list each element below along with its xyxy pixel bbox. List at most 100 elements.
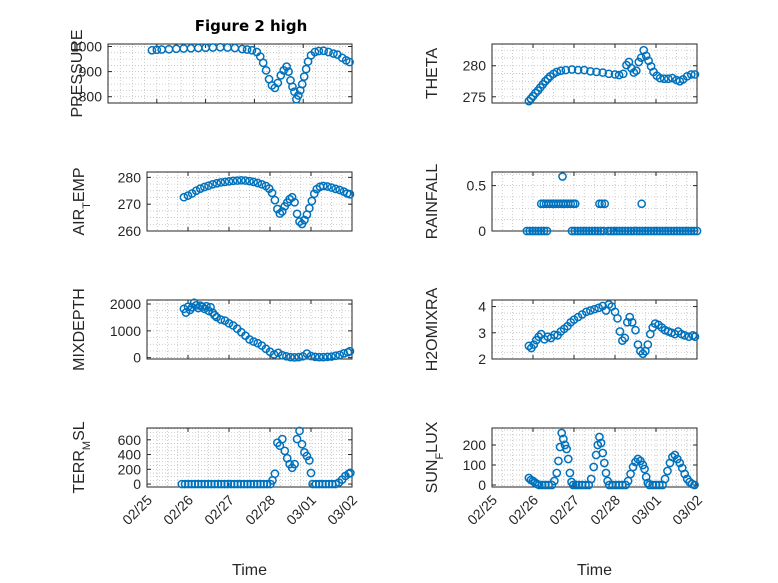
y-axis-label: SUNFLUX xyxy=(424,421,446,493)
data-point xyxy=(534,480,544,490)
data-point xyxy=(525,226,535,236)
data-point xyxy=(270,195,280,205)
data-point xyxy=(249,177,258,187)
data-point xyxy=(634,57,644,67)
data-point xyxy=(654,480,664,490)
axes-theta: 275 280 THETA xyxy=(424,43,700,106)
data-point xyxy=(669,226,679,236)
data-point xyxy=(305,456,314,465)
data-point xyxy=(586,66,595,76)
data-point xyxy=(603,226,613,236)
data-point xyxy=(567,226,577,236)
data-point xyxy=(610,70,620,79)
data-point xyxy=(684,332,694,342)
data-point xyxy=(302,451,312,461)
data-point xyxy=(640,226,650,236)
data-point xyxy=(277,350,287,360)
y-tick-label: 280 xyxy=(118,169,142,185)
y-tick-label: 900 xyxy=(79,64,103,80)
data-point xyxy=(631,66,641,76)
data-point xyxy=(680,469,690,479)
data-point xyxy=(590,226,600,236)
data-point xyxy=(206,302,215,312)
data-point xyxy=(524,341,534,351)
data-point xyxy=(655,226,665,236)
data-point xyxy=(627,317,637,327)
y-tick-label: 0 xyxy=(133,476,141,492)
data-point xyxy=(557,428,567,438)
data-point xyxy=(230,43,240,53)
data-point xyxy=(596,438,606,448)
data-point xyxy=(309,189,319,199)
data-point xyxy=(668,73,677,83)
series-air_temp xyxy=(179,175,355,229)
x-tick-label: 02/26 xyxy=(160,492,196,528)
y-tick-label: 3 xyxy=(478,325,486,341)
data-point xyxy=(686,226,696,236)
data-point xyxy=(615,226,624,236)
y-axis-label: RAINFALL xyxy=(424,164,441,240)
y-axis-label: THETA xyxy=(424,48,441,100)
data-point xyxy=(618,336,627,345)
data-point xyxy=(253,178,263,188)
data-point xyxy=(668,452,677,462)
data-point xyxy=(295,426,304,436)
data-point xyxy=(297,79,307,89)
data-point xyxy=(297,439,307,449)
axes-frame xyxy=(146,299,353,360)
y-tick-label: 0.5 xyxy=(467,178,487,194)
data-point xyxy=(638,460,648,470)
data-point xyxy=(301,64,311,74)
data-point xyxy=(292,209,302,219)
y-tick-label: 0 xyxy=(478,223,486,239)
data-point xyxy=(277,207,287,216)
data-point xyxy=(220,177,230,187)
x-tick-label: 02/25 xyxy=(464,492,500,528)
data-point xyxy=(275,209,285,218)
data-point xyxy=(152,45,162,55)
data-point xyxy=(622,317,632,327)
x-tick-label: 02/25 xyxy=(119,492,155,528)
data-point xyxy=(597,199,607,209)
data-point xyxy=(531,226,540,236)
data-point xyxy=(335,350,345,360)
data-point xyxy=(345,346,355,356)
data-point xyxy=(324,47,333,57)
data-point xyxy=(536,226,546,236)
data-point xyxy=(552,468,562,478)
data-point xyxy=(228,176,238,186)
axes-h2omixra: 2 3 4 H2OMIXRA xyxy=(424,287,700,371)
data-point xyxy=(682,71,692,81)
axes-sun_flux: 0 100 200 02/25 02/26 02/27 02/28 03/01 03/02 Tim… xyxy=(424,421,705,579)
data-point xyxy=(589,462,599,472)
data-point xyxy=(306,351,316,361)
data-point xyxy=(531,88,540,98)
data-point xyxy=(573,65,583,75)
data-point xyxy=(658,226,667,236)
data-point xyxy=(267,188,277,198)
data-point xyxy=(598,448,608,458)
x-tick-label: 02/28 xyxy=(587,492,623,528)
y-tick-label: 260 xyxy=(118,223,142,239)
data-point xyxy=(571,480,581,490)
data-point xyxy=(331,351,340,361)
data-point xyxy=(200,182,209,192)
data-point xyxy=(224,318,234,328)
data-point xyxy=(171,44,181,54)
data-point xyxy=(692,226,702,236)
data-point xyxy=(584,226,594,236)
data-point xyxy=(533,226,543,236)
data-point xyxy=(663,466,672,476)
data-point xyxy=(684,226,693,236)
y-tick-label: 200 xyxy=(118,461,142,477)
data-point xyxy=(319,46,329,56)
y-tick-label: 1000 xyxy=(110,323,141,339)
data-point xyxy=(631,325,640,335)
data-point xyxy=(601,468,611,478)
data-point xyxy=(618,480,627,490)
axes-frame xyxy=(146,427,353,488)
y-tick-label: 280 xyxy=(463,58,487,74)
x-axis-label: Time xyxy=(577,562,612,579)
series-h2omixra xyxy=(524,300,700,359)
data-point xyxy=(686,70,696,79)
